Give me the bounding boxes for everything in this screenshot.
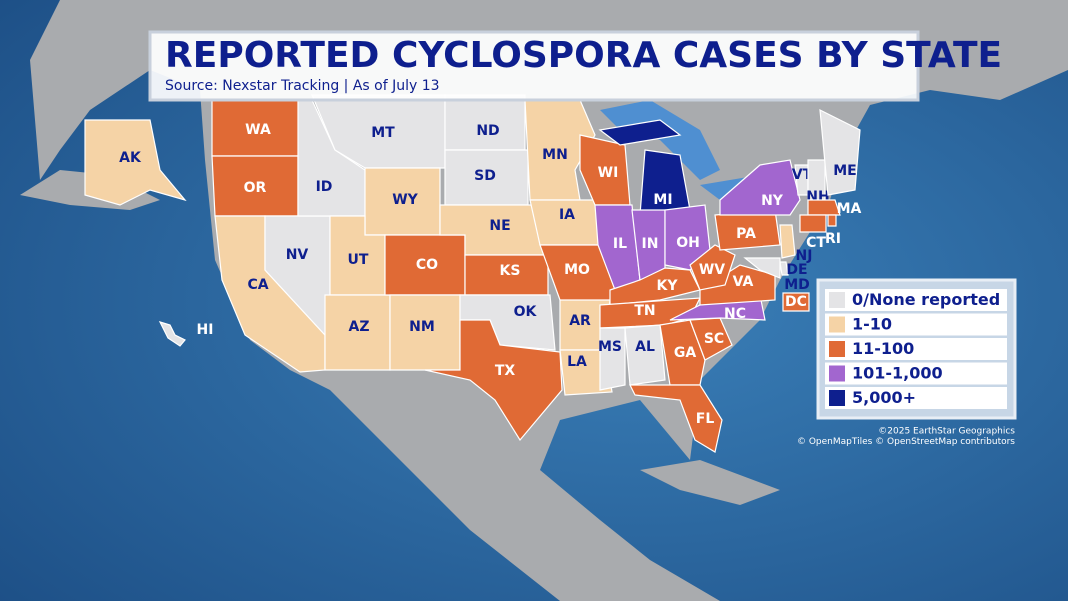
state-label: ID [316,179,333,195]
title-box [148,30,920,102]
state-label: HI [197,322,214,338]
state-label: MS [598,339,622,355]
state-label: MN [542,147,568,163]
state [719,159,801,216]
state-label: OR [244,180,267,196]
state-label: IL [613,236,627,252]
attribution-line: ©2025 EarthStar Geographics [878,427,1015,437]
state-label: NY [761,193,784,209]
state [807,199,841,216]
state-label: LA [567,354,587,370]
legend-label: 0/None reported [852,290,1000,309]
state-label: PA [736,226,756,242]
state-label: IA [559,207,575,223]
attribution: ©2025 EarthStar Geographics© OpenMapTile… [797,427,1015,448]
legend-swatch [829,341,845,357]
state-label: AR [569,313,591,329]
legend-label: 11-100 [852,339,914,358]
state-label: WA [245,122,271,138]
state [799,214,827,233]
cuba [640,460,780,505]
state-label: AK [119,150,142,166]
state-label: CT [806,235,826,251]
legend-label: 101-1,000 [852,364,943,383]
state-label: DE [786,262,807,278]
state-label: MD [784,277,810,293]
state [629,384,723,453]
state [689,244,736,291]
state [158,321,186,347]
legend-row [825,362,1007,385]
state-label: WY [392,192,418,208]
state-label: AL [635,339,655,355]
state-label: KY [657,278,679,294]
state-label: WV [699,262,725,278]
state-label: IN [642,236,659,252]
state [659,319,706,386]
state-label: CO [416,257,438,273]
state-label: WI [598,165,619,181]
legend-swatch [829,365,845,382]
legend: 0/None reported 1-10 11-100 101-1,000 5,000+ [825,289,1007,409]
legend-swatch [829,390,845,406]
state-label: TX [495,363,516,379]
state-label: RI [825,231,841,247]
state-label: MT [371,125,395,141]
state-label: AZ [349,319,370,335]
state-label: SD [474,168,496,184]
state [699,264,776,306]
state [424,319,563,442]
state-label: MO [564,262,590,278]
state-label: VA [733,274,754,290]
state [599,327,626,391]
state-label: MA [837,201,862,217]
state-label: ND [476,123,499,139]
state-label: NE [489,218,510,234]
legend-swatch [829,316,845,333]
legend-label: 5,000+ [852,388,916,407]
state-label: OK [514,304,538,320]
state-label: NJ [796,248,813,264]
state-label: DC [785,294,807,310]
great-lakes [600,100,720,180]
legend-swatch [829,292,845,308]
title: REPORTED CYCLOSPORA CASES BY STATE [165,35,1002,76]
state-label: TN [634,303,655,319]
state [559,349,613,396]
state-label: SC [704,331,724,347]
state [779,261,789,276]
attribution-line: © OpenMapTiles © OpenStreetMap contribut… [797,437,1015,447]
state [624,324,666,386]
subtitle: Source: Nexstar Tracking | As of July 13 [165,78,440,94]
state-label: NV [286,247,309,263]
legend-label: 1-10 [852,315,892,334]
state-label: MI [653,192,672,208]
state-label: OH [676,235,700,251]
legend-row [825,338,1007,360]
legend-row [825,289,1007,311]
state-label: FL [696,411,715,427]
state-label: CA [247,277,268,293]
state [782,292,810,312]
state-label: NC [724,306,746,322]
states: AK WA OR CA NV ID MT WY UT AZ CO NM ND SD NE KS OK TX MN IA… [84,94,862,453]
state [819,108,861,196]
legend-row [825,313,1007,336]
state-label: ME [833,163,857,179]
state [743,257,781,279]
state-label: NM [409,319,435,335]
state-label: KS [500,263,521,279]
state-label: UT [348,252,369,268]
state [779,224,796,259]
legend-row [825,387,1007,409]
state-label: GA [674,345,696,361]
state [84,119,187,206]
state [827,214,837,227]
